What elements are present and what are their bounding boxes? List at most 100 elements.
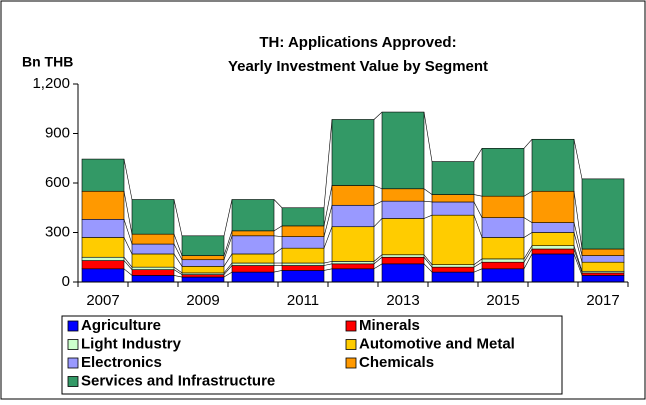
series-line [473, 268, 483, 273]
series-line [223, 253, 233, 267]
series-line [173, 269, 183, 275]
y-tick-label: 1,200 [32, 75, 70, 92]
bar-segment [381, 263, 425, 283]
series-line [123, 159, 133, 200]
series-line [173, 243, 183, 260]
bar-segment [81, 256, 125, 261]
bar-segment [131, 266, 175, 270]
bar-segment [231, 262, 275, 266]
bar-segment [131, 269, 175, 276]
series-line [373, 185, 383, 190]
series-line [573, 245, 583, 272]
series-line [273, 247, 283, 255]
bar-segment [331, 119, 375, 186]
series-line [373, 200, 383, 206]
bar-segment [231, 265, 275, 273]
series-line [373, 218, 383, 227]
series-line [373, 111, 383, 120]
bar-segment [281, 225, 325, 237]
bar-segment [131, 275, 175, 283]
bar-segment [181, 276, 225, 283]
series-line [523, 190, 533, 197]
chart-subtitle: Yearly Investment Value by Segment [228, 58, 488, 75]
bar-segment [481, 195, 525, 218]
series-line [373, 257, 383, 265]
bar-segment [431, 271, 475, 283]
x-tick-label: 2015 [486, 292, 519, 309]
bar-segment [331, 204, 375, 228]
series-line [123, 191, 133, 235]
bar-segment [581, 261, 625, 272]
series-line [323, 268, 333, 271]
bar-segment [181, 255, 225, 261]
bar-segment [331, 226, 375, 262]
legend-swatch [345, 339, 357, 350]
bar-segment [81, 237, 125, 258]
bar-segment [181, 259, 225, 267]
bar-segment [281, 262, 325, 266]
bar-segment [381, 188, 425, 202]
bar-segment [131, 243, 175, 255]
bar-segment [231, 199, 275, 232]
bar-segment [381, 254, 425, 258]
bar-segment [181, 235, 225, 256]
bar-segment [181, 266, 225, 274]
bar-segment [81, 219, 125, 238]
bar-segment [81, 158, 125, 192]
series-line [123, 268, 133, 276]
bar-segment [231, 230, 275, 237]
bar-segment [131, 253, 175, 268]
series-line [223, 235, 233, 260]
bar-segment [481, 237, 525, 260]
series-line [323, 205, 333, 237]
legend-swatch [345, 320, 357, 332]
bar-segment [381, 256, 425, 265]
bar-segment [531, 253, 575, 283]
series-line [523, 232, 533, 238]
series-line [123, 260, 133, 270]
series-line [123, 257, 133, 268]
bar-segment [431, 161, 475, 195]
series-line [173, 253, 183, 267]
legend-label: Light Industry [81, 335, 182, 352]
series-line [323, 119, 333, 208]
bar-segment [431, 264, 475, 268]
legend-swatch [67, 376, 79, 387]
bar-segment [531, 245, 575, 250]
bar-segment [581, 275, 625, 283]
legend-swatch [67, 339, 79, 350]
series-line [223, 199, 233, 236]
bar-segment [531, 232, 575, 246]
bar-segment [431, 266, 475, 273]
bar-segment [281, 236, 325, 249]
series-line [273, 199, 283, 208]
legend-label: Chemicals [359, 354, 434, 371]
series-line [573, 222, 583, 256]
bar-segment [281, 265, 325, 271]
series-line [123, 237, 133, 255]
series-line [323, 261, 333, 264]
series-line [273, 270, 283, 273]
series-line [423, 254, 433, 265]
bar-segment [131, 233, 175, 245]
x-tick-label: 2007 [86, 292, 119, 309]
bar-segment [281, 247, 325, 264]
series-line [373, 254, 383, 262]
legend-box [61, 315, 563, 395]
y-tick-label: 600 [45, 174, 70, 191]
chart-title: TH: Applications Approved: [259, 34, 456, 51]
bar-segment [581, 272, 625, 276]
series-line [473, 261, 483, 268]
series-line [173, 234, 183, 256]
series-line [573, 139, 583, 179]
bar-segment [481, 261, 525, 270]
bar-segment [381, 111, 425, 190]
bar-segment [231, 271, 275, 283]
series-line [423, 112, 433, 162]
series-line [523, 248, 533, 263]
bar-segment [481, 217, 525, 238]
bar-segment [431, 214, 475, 265]
bar-segment [331, 185, 375, 206]
series-line [423, 200, 433, 203]
